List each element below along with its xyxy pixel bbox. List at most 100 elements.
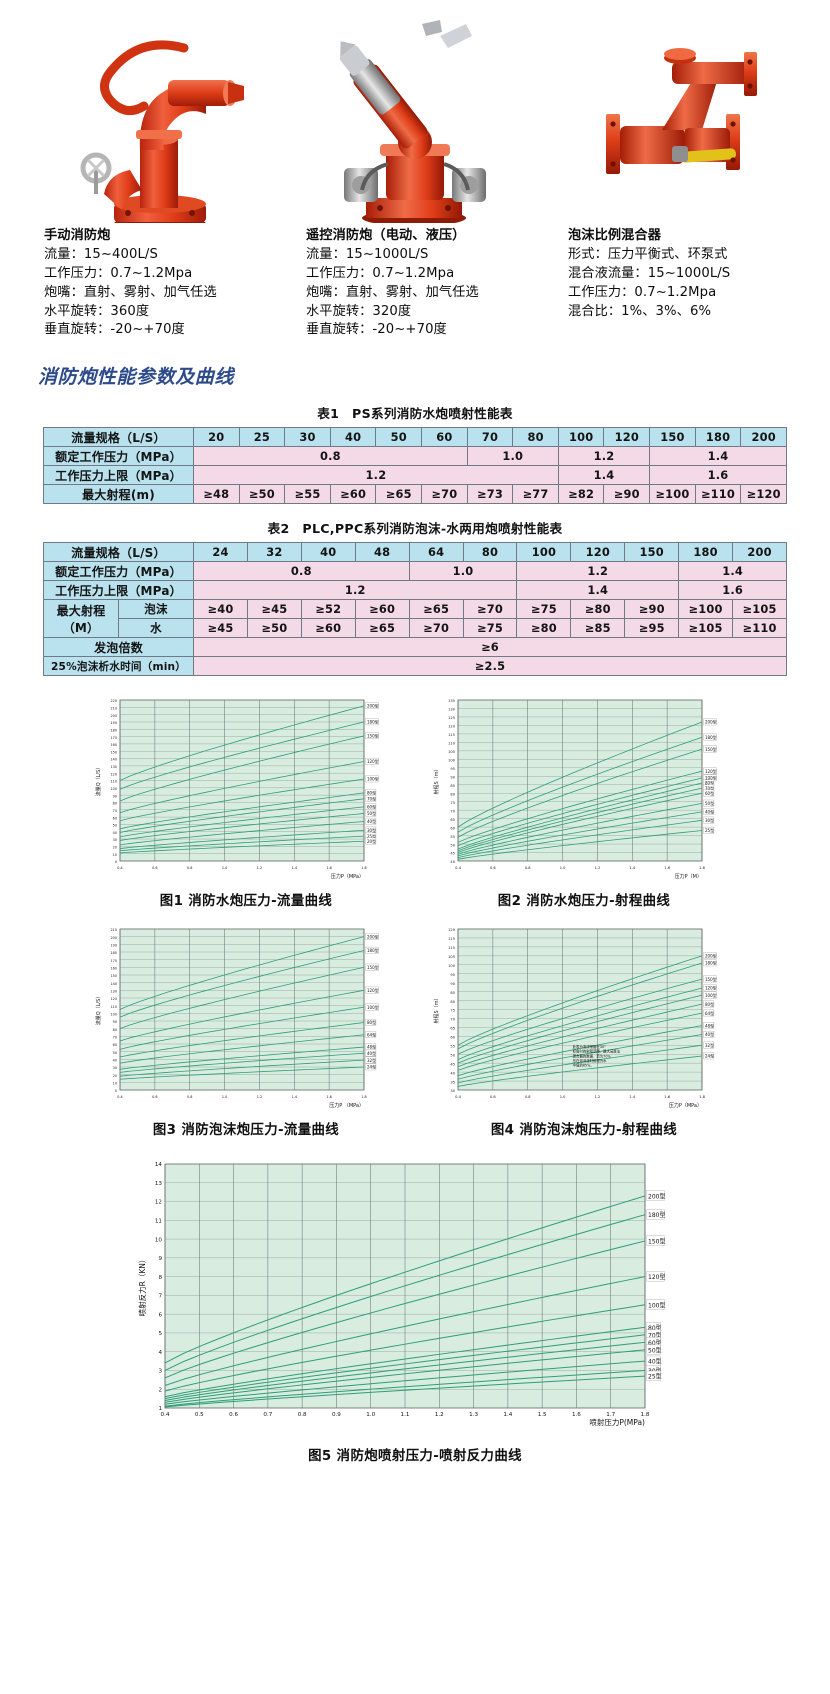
svg-text:25型: 25型 (367, 833, 376, 839)
series-legend-label: 200型 (365, 933, 379, 941)
y-tick-label: 55 (450, 1045, 455, 1049)
svg-text:200型: 200型 (705, 719, 717, 725)
product-name: 泡沫比例混合器 (568, 228, 662, 243)
svg-text:25型: 25型 (648, 1373, 662, 1381)
table-row: 最大射程（M） 泡沫 ≥40 ≥45 ≥52 ≥60 ≥65 ≥70 ≥75 ≥80 ≥90 ≥100… (43, 599, 787, 639)
series-line (457, 820, 703, 859)
svg-text:60型: 60型 (648, 1339, 662, 1347)
y-tick-label: 120 (448, 928, 456, 932)
series-legend-label: 100型 (365, 1003, 379, 1011)
svg-text:50型: 50型 (648, 1347, 662, 1355)
y-tick-label: 180 (111, 951, 117, 955)
row-label: 工作压力上限（MPa） (43, 465, 194, 486)
series-legend-label: 40型 (646, 1356, 662, 1366)
x-tick-label: 1.6 (326, 1095, 331, 1099)
table-cell: 150 (624, 542, 680, 563)
table-cell: 1.6 (678, 580, 787, 601)
svg-text:40型: 40型 (367, 1050, 376, 1056)
product-spec-list: 遥控消防炮（电动、液压） 流量：15~1000L/S 工作压力：0.7~1.2M… (288, 227, 540, 340)
x-tick-label: 0.6 (152, 866, 157, 870)
svg-text:32型: 32型 (367, 1057, 376, 1063)
y-tick-label: 90 (450, 776, 455, 780)
chart-fig5: 1 2 3 4 5 6 7 8 9 10 11 12 13 14 0.4 0.5 0.6 0.7 0.8 0.9 1.0… (115, 1152, 715, 1442)
series-line (119, 1059, 365, 1077)
series-line (457, 777, 703, 847)
table-row: 工作压力上限（MPa） 1.2 1.4 1.6 (43, 580, 787, 601)
table-row: 发泡倍数 ≥6 (43, 637, 787, 658)
y-tick-label: 12 (155, 1200, 162, 1206)
table-row: 流量规格（L/S） 20 25 30 40 50 60 70 80 100 120 150 180 200 (43, 427, 787, 448)
series-line (164, 1276, 646, 1387)
svg-text:200型: 200型 (648, 1193, 665, 1201)
x-tick-label: 0.6 (490, 1095, 496, 1099)
series-legend-label: 150型 (365, 964, 379, 971)
series-line (457, 793, 703, 854)
series-legend-label: 50型 (646, 1344, 662, 1355)
y-tick-label: 130 (448, 708, 456, 712)
foam-proportioner-icon (576, 18, 776, 223)
row-label: 25%泡沫析水时间（min） (43, 656, 194, 677)
series-line (119, 806, 365, 838)
x-tick-label: 1.8 (699, 1095, 705, 1099)
y-tick-label: 100 (448, 964, 456, 968)
y-tick-label: 85 (450, 784, 455, 788)
series-line (164, 1195, 646, 1364)
svg-text:50型: 50型 (367, 810, 376, 816)
chart-caption-fig4: 图4 消防泡沫炮压力-射程曲线 (490, 1123, 678, 1139)
chart-note-line: 压在泡沫液时射程为水 (573, 1058, 608, 1063)
table-row: 额定工作压力（MPa） 0.8 1.0 1.2 1.4 (43, 561, 787, 582)
manual-fire-monitor-icon (52, 18, 252, 223)
table-cell: ≥90 (603, 484, 651, 505)
x-tick-label: 1.8 (361, 866, 366, 870)
series-line (164, 1327, 646, 1398)
table-cell: 1.4 (557, 465, 651, 486)
product-spec-line: 水平旋转：360度 (44, 303, 150, 319)
series-legend-label: 24型 (365, 1063, 376, 1071)
series-legend-label: 150型 (646, 1235, 665, 1246)
series-legend-label: 200型 (646, 1190, 665, 1201)
y-tick-label: 50 (450, 1054, 455, 1058)
product-spec-line: 工作压力：0.7~1.2Mpa (44, 265, 193, 281)
series-legend-label: 40型 (365, 818, 376, 825)
series-line (164, 1334, 646, 1400)
product-spec-list: 手动消防炮 流量：15~400L/S 工作压力：0.7~1.2Mpa 炮嘴：直射… (26, 227, 278, 340)
row-label: 流量规格（L/S） (43, 427, 194, 448)
y-tick-label: 210 (111, 928, 117, 932)
series-legend-label: 40型 (703, 808, 714, 816)
x-tick-label: 0.8 (298, 1412, 307, 1418)
y-tick-label: 1 (158, 1406, 162, 1412)
x-axis-label: 压力P（MPa） (669, 1102, 702, 1109)
table-cell: 80 (512, 427, 559, 448)
y-tick-label: 10 (155, 1238, 163, 1244)
y-tick-label: 105 (448, 750, 455, 754)
series-line (119, 778, 365, 822)
product-card-foam-proportioner: 泡沫比例混合器 形式：压力平衡式、环泵式 混合液流量：15~1000L/S 工作… (550, 18, 802, 340)
y-tick-label: 120 (111, 997, 117, 1001)
table-cell: 30 (284, 427, 331, 448)
series-legend-label: 48型 (703, 1022, 714, 1029)
table-cell: 1.4 (516, 580, 680, 601)
y-tick-label: 130 (111, 990, 117, 994)
svg-text:30型: 30型 (705, 817, 714, 823)
y-tick-label: 90 (450, 982, 455, 986)
chart-fig3: 0 10 20 30 40 50 60 70 80 90 100 110 120 130 140 150 160… (86, 921, 406, 1116)
series-legend-label: 80型 (365, 789, 376, 797)
y-tick-label: 50 (113, 1051, 117, 1055)
table-plc-ppc-series: 流量规格（L/S） 24 32 40 48 64 80 100 120 150 180 200 额定工作… (43, 542, 787, 677)
chart-note-line: 仰角时的射程范围．最大高度法 (573, 1049, 621, 1054)
y-tick-label: 115 (448, 937, 455, 941)
y-tick-label: 50 (450, 844, 455, 848)
x-tick-label: 1.2 (257, 1095, 262, 1099)
table-cell: 1.2 (516, 561, 680, 582)
series-line (119, 936, 365, 1011)
x-tick-label: 1.6 (664, 1095, 670, 1099)
x-tick-label: 1.5 (538, 1412, 547, 1418)
series-legend-label: 100型 (646, 1299, 665, 1310)
y-tick-label: 150 (111, 751, 117, 755)
y-tick-label: 150 (111, 974, 117, 978)
table-cell: 80 (462, 542, 518, 563)
svg-text:80型: 80型 (367, 1019, 376, 1025)
y-tick-label: 70 (450, 1018, 455, 1022)
x-tick-label: 1.4 (629, 866, 635, 870)
series-line (457, 1012, 703, 1071)
